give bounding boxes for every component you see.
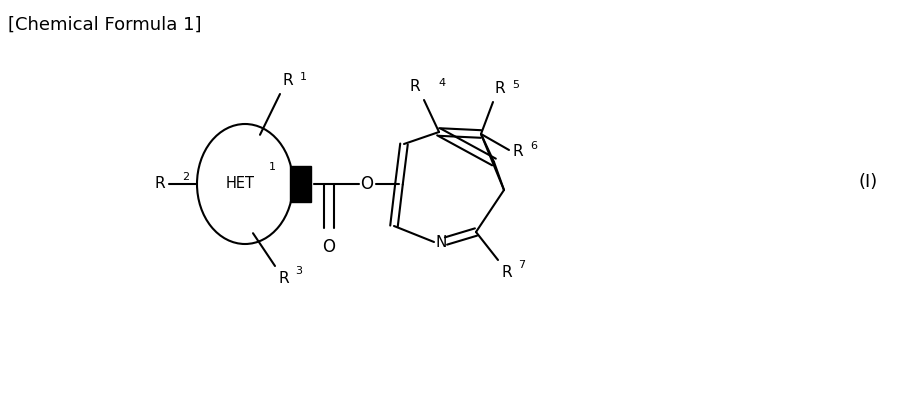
Text: O: O	[322, 238, 336, 256]
Text: 5: 5	[512, 80, 519, 90]
Text: R: R	[513, 145, 524, 160]
Text: R: R	[155, 177, 165, 191]
Text: HET: HET	[226, 175, 255, 191]
Text: R: R	[410, 79, 420, 94]
Text: 7: 7	[518, 260, 525, 270]
Text: O: O	[361, 175, 374, 193]
Ellipse shape	[197, 124, 293, 244]
Text: 6: 6	[530, 141, 537, 151]
Text: 4: 4	[438, 78, 446, 88]
Text: 1: 1	[300, 72, 307, 82]
Text: N: N	[435, 236, 446, 251]
Text: R: R	[283, 73, 293, 88]
Text: [Chemical Formula 1]: [Chemical Formula 1]	[8, 16, 202, 34]
Text: (I): (I)	[859, 173, 878, 191]
Bar	[287, 168, 312, 200]
Text: R: R	[501, 265, 511, 280]
Text: 3: 3	[295, 266, 302, 276]
Text: R: R	[495, 81, 506, 96]
Text: 2: 2	[182, 172, 189, 182]
Text: R: R	[278, 271, 289, 286]
Bar	[290, 166, 311, 202]
Text: 1: 1	[269, 162, 276, 172]
